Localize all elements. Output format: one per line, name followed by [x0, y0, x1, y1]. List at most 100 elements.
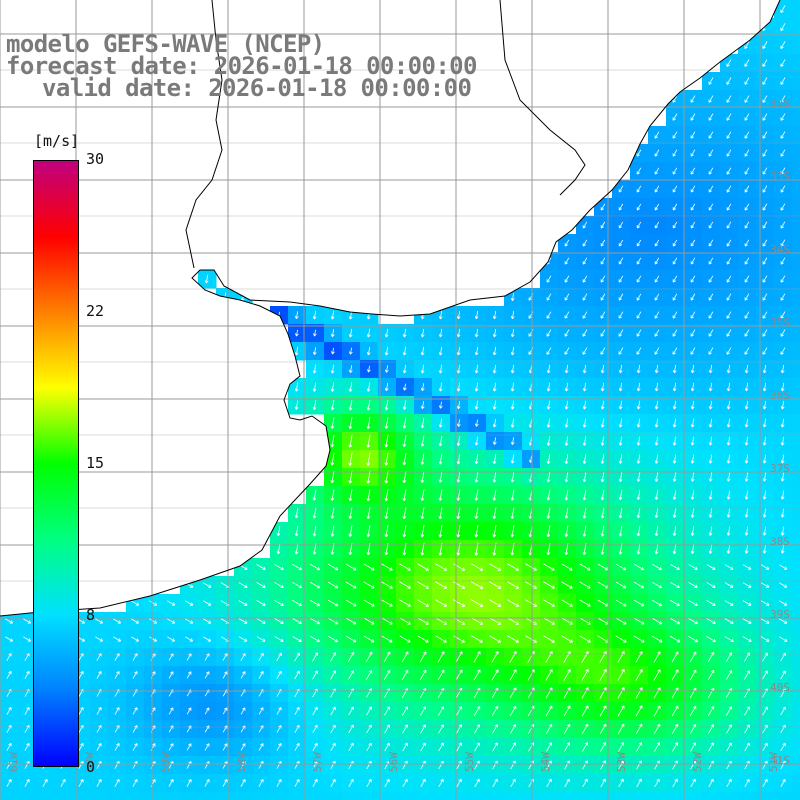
wind-arrow	[417, 563, 429, 571]
wind-arrow	[492, 471, 497, 483]
wind-arrow	[600, 203, 606, 211]
wind-arrow	[366, 399, 371, 411]
wind-arrow	[690, 149, 696, 157]
wind-arrow	[149, 600, 158, 606]
wind-arrow	[561, 635, 573, 643]
wind-arrow	[402, 417, 407, 429]
wind-arrow	[149, 618, 158, 624]
wind-arrow	[708, 778, 714, 788]
wind-arrow	[525, 581, 538, 589]
wind-arrow	[780, 59, 786, 67]
wind-speed-cell	[792, 90, 800, 109]
wind-arrow	[363, 581, 375, 589]
wind-arrow	[726, 508, 731, 518]
wind-arrow	[23, 636, 32, 642]
wind-arrow	[617, 705, 625, 717]
wind-arrow	[672, 257, 678, 265]
wind-speed-cell	[792, 540, 800, 559]
wind-arrow	[471, 635, 483, 643]
wind-arrow	[114, 778, 120, 787]
wind-arrow	[474, 471, 479, 483]
wind-arrow	[312, 364, 317, 374]
wind-arrow	[348, 382, 353, 392]
wind-speed-cell	[648, 792, 667, 800]
wind-arrow	[654, 329, 660, 337]
wind-arrow	[438, 742, 444, 752]
wind-arrow	[363, 563, 375, 571]
wind-arrow	[708, 275, 714, 283]
wind-arrow	[654, 364, 659, 374]
wind-arrow	[6, 778, 12, 787]
wind-arrow	[546, 418, 551, 428]
wind-arrow	[402, 346, 407, 356]
wind-arrow	[564, 742, 571, 752]
wind-arrow	[492, 742, 498, 752]
wind-speed-cell	[108, 792, 127, 800]
wind-arrow	[435, 599, 448, 607]
wind-arrow	[78, 778, 84, 787]
wind-arrow	[726, 185, 732, 193]
wind-arrow	[726, 778, 732, 788]
wind-arrow	[708, 203, 714, 211]
wind-arrow	[563, 705, 571, 717]
wind-arrow	[474, 760, 480, 770]
wind-arrow	[744, 131, 750, 139]
wind-arrow	[456, 328, 461, 338]
wind-arrow	[726, 167, 732, 175]
wind-arrow	[419, 669, 427, 681]
wind-arrow	[546, 760, 552, 770]
wind-arrow	[543, 563, 555, 571]
wind-arrow	[438, 346, 443, 356]
wind-arrow	[366, 470, 371, 484]
wind-arrow	[114, 671, 120, 679]
wind-arrow	[294, 742, 300, 751]
wind-arrow	[131, 600, 140, 606]
wind-arrow	[78, 671, 84, 679]
wind-arrow	[510, 489, 515, 501]
wind-arrow	[762, 544, 767, 554]
wind-arrow	[582, 382, 587, 392]
wind-speed-cell	[792, 234, 800, 253]
wind-arrow	[582, 742, 589, 752]
wind-arrow	[762, 203, 768, 211]
wind-arrow	[96, 778, 102, 787]
wind-arrow	[474, 364, 479, 374]
wind-arrow	[456, 507, 461, 520]
wind-arrow	[276, 670, 282, 680]
wind-arrow	[726, 436, 731, 446]
wind-arrow	[724, 618, 734, 624]
wind-arrow	[366, 434, 371, 448]
wind-arrow	[762, 418, 767, 428]
wind-arrow	[654, 203, 660, 211]
wind-arrow	[510, 364, 515, 374]
wind-arrow	[690, 347, 696, 355]
wind-speed-cell	[738, 792, 757, 800]
wind-arrow	[384, 383, 389, 392]
wind-arrow	[417, 635, 429, 643]
wind-arrow	[636, 418, 641, 428]
wind-arrow	[582, 239, 588, 247]
wind-arrow	[510, 382, 515, 392]
wind-arrow	[654, 382, 659, 392]
wind-arrow	[474, 419, 479, 427]
wind-arrow	[399, 581, 411, 589]
wind-speed-cell	[792, 756, 800, 775]
wind-arrow	[113, 636, 122, 642]
wind-arrow	[780, 203, 786, 211]
wind-arrow	[543, 635, 556, 643]
wind-arrow	[726, 77, 732, 85]
wind-arrow	[402, 507, 407, 520]
wind-arrow	[618, 257, 624, 265]
wind-arrow	[778, 582, 788, 588]
wind-arrow	[222, 743, 228, 751]
wind-arrow	[618, 185, 624, 193]
wind-arrow	[42, 778, 48, 787]
wind-arrow	[330, 452, 335, 466]
colorbar-tick-label: 0	[86, 758, 96, 776]
wind-arrow	[634, 581, 645, 589]
wind-arrow	[330, 489, 335, 501]
wind-arrow	[546, 293, 552, 301]
wind-arrow	[492, 437, 497, 445]
wind-arrow	[618, 507, 623, 519]
